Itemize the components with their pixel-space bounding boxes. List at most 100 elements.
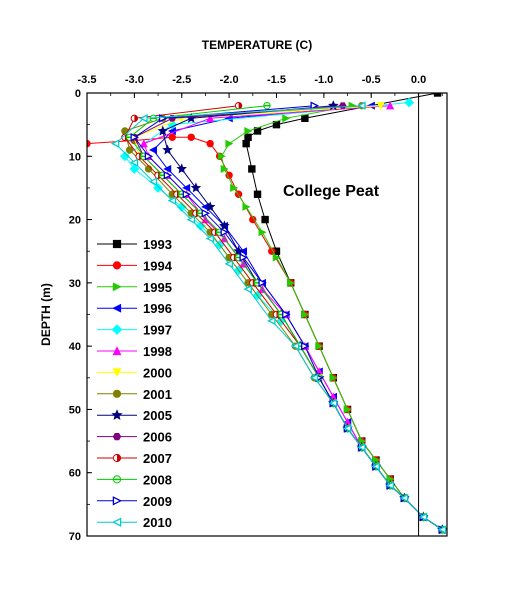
y-tick-label: 50: [69, 404, 81, 416]
legend-label: 1998: [143, 344, 172, 359]
legend-item-1994: 1994: [97, 258, 173, 273]
legend-marker: [112, 475, 122, 484]
x-tick-label: -2.5: [172, 74, 191, 86]
data-point-2010: [110, 139, 120, 148]
data-point-2010: [399, 493, 409, 503]
legend-item-2009: 2009: [97, 494, 172, 509]
data-point-2010: [290, 341, 300, 351]
legend-item-2005: 2005: [97, 408, 172, 423]
legend-label: 1996: [143, 301, 172, 316]
data-point-1993: [253, 190, 262, 198]
data-point-2009: [163, 171, 173, 180]
data-point-1997: [153, 183, 163, 193]
legend-label: 1997: [143, 323, 172, 338]
data-point-1998: [139, 139, 148, 148]
legend-label: 2005: [143, 408, 172, 423]
legend-item-2008: 2008: [97, 472, 172, 487]
legend-label: 2007: [143, 451, 172, 466]
data-point-1995: [282, 114, 291, 123]
y-tick-label: 40: [69, 341, 81, 353]
data-point-1993: [244, 133, 252, 142]
legend-marker: [112, 496, 123, 506]
y-tick-label: 20: [69, 215, 81, 227]
x-tick-label: 0.0: [411, 74, 426, 86]
data-point-1995: [225, 139, 234, 148]
data-point-1998: [386, 101, 395, 110]
legend-label: 2008: [143, 472, 172, 487]
legend-item-2006: 2006: [97, 430, 172, 445]
legend-label: 2010: [143, 515, 172, 530]
data-point-2010: [357, 101, 366, 110]
legend-item-1993: 1993: [97, 237, 172, 252]
data-point-1995: [343, 405, 352, 414]
data-point-2001: [125, 146, 134, 154]
data-point-1998: [206, 113, 215, 123]
legend-item-2007: 2007: [97, 451, 172, 466]
data-point-2009: [282, 310, 291, 319]
data-point-1993: [301, 114, 309, 123]
data-point-2010: [243, 284, 252, 294]
data-point-1997: [119, 151, 130, 162]
data-point-1994: [168, 133, 176, 142]
data-point-2007: [234, 101, 243, 110]
series-1994: [87, 133, 446, 534]
x-axis-ticks: -3.5 -3.0 -2.5 -2.0 -1.5 -1.0 -0.5 0.0: [78, 74, 443, 98]
data-point-1997: [129, 164, 140, 174]
data-point-1997: [404, 97, 415, 108]
legend-label: 2009: [143, 494, 172, 509]
legend-label: 2006: [143, 430, 172, 445]
data-point-1997: [176, 202, 187, 212]
series-2009: [130, 101, 447, 534]
data-point-2008: [263, 101, 271, 110]
data-point-2010: [267, 316, 276, 326]
data-point-2005: [190, 182, 202, 193]
data-point-1995: [301, 310, 310, 319]
y-tick-label: 70: [69, 531, 81, 543]
legend-item-2001: 2001: [97, 387, 172, 402]
data-point-1995: [220, 164, 229, 173]
data-point-2010: [129, 158, 139, 167]
legend: 1993 1994 1995 1996 1997 1998 2000 2001 2005 2006…: [97, 237, 173, 530]
data-point-1994: [187, 133, 195, 142]
legend-marker: [112, 389, 122, 398]
data-point-1993: [242, 139, 250, 148]
data-point-2005: [219, 220, 230, 231]
x-tick-label: -1.5: [267, 74, 286, 86]
data-point-2010: [224, 259, 233, 269]
data-point-2000: [376, 101, 385, 110]
legend-item-1996: 1996: [97, 301, 172, 316]
data-point-1995: [242, 202, 251, 211]
x-axis-title: TEMPERATURE (C): [202, 38, 312, 52]
y-tick-label: 60: [69, 468, 81, 480]
legend-marker: [112, 303, 122, 313]
data-point-2009: [182, 190, 192, 199]
data-point-2009: [201, 208, 211, 218]
legend-marker: [111, 517, 122, 527]
legend-marker: [112, 453, 122, 463]
data-point-2009: [258, 278, 267, 288]
data-point-1993: [248, 165, 256, 173]
data-point-2010: [357, 443, 366, 452]
data-point-1995: [258, 228, 267, 237]
data-point-2009: [301, 341, 310, 351]
data-point-2009: [130, 133, 140, 142]
data-point-2010: [309, 373, 319, 383]
data-point-1997: [195, 220, 206, 231]
series-layer: [87, 93, 447, 535]
series-line-1994: [87, 136, 443, 531]
data-point-2010: [139, 114, 148, 123]
legend-label: 1995: [143, 280, 172, 295]
y-axis-title: DEPTH (m): [39, 283, 53, 346]
legend-marker: [112, 433, 122, 441]
y-tick-label: 0: [75, 88, 81, 100]
data-point-1995: [329, 373, 338, 382]
data-point-2010: [205, 234, 215, 243]
legend-label: 2001: [143, 387, 172, 402]
data-point-2005: [176, 163, 187, 174]
y-axis-ticks: 0 10 20 30 40 50 60 70: [69, 88, 92, 543]
series-1998: [139, 101, 447, 534]
data-point-1996: [182, 183, 191, 192]
data-point-2010: [342, 424, 352, 433]
x-tick-label: -1.0: [314, 74, 333, 86]
legend-marker: [111, 324, 123, 335]
